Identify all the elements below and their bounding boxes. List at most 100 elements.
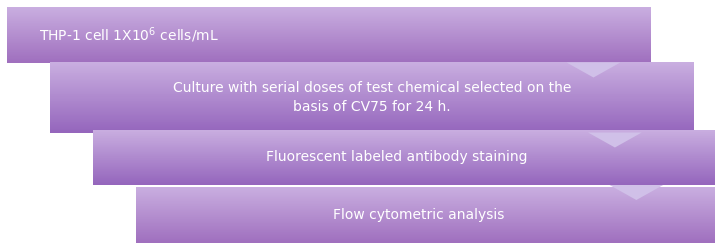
Bar (136, 195, 715, 196)
Bar (136, 232, 715, 233)
Bar (136, 230, 715, 232)
Bar (136, 193, 715, 194)
Bar (50, 118, 694, 120)
Bar (50, 128, 694, 130)
Bar (93, 182, 715, 184)
Bar (50, 77, 694, 78)
Bar (50, 131, 694, 132)
Bar (93, 140, 715, 142)
Bar (93, 177, 715, 178)
Bar (136, 227, 715, 228)
Bar (93, 136, 715, 137)
Bar (93, 168, 715, 169)
Bar (7, 28, 651, 29)
Bar (50, 91, 694, 92)
Bar (50, 125, 694, 126)
Bar (93, 132, 715, 134)
Bar (7, 44, 651, 45)
Bar (7, 24, 651, 25)
Bar (93, 181, 715, 182)
Bar (93, 164, 715, 165)
Bar (50, 68, 694, 70)
Bar (7, 38, 651, 40)
Bar (136, 236, 715, 238)
Bar (93, 167, 715, 168)
Bar (136, 188, 715, 189)
Bar (50, 130, 694, 132)
Bar (136, 224, 715, 225)
Bar (136, 211, 715, 212)
Bar (50, 79, 694, 80)
Bar (7, 41, 651, 42)
Bar (50, 126, 694, 127)
Bar (7, 50, 651, 51)
Bar (7, 11, 651, 12)
Bar (50, 104, 694, 106)
Bar (50, 121, 694, 122)
Bar (7, 59, 651, 60)
Bar (136, 229, 715, 230)
Bar (93, 182, 715, 183)
Bar (7, 34, 651, 36)
Bar (93, 165, 715, 166)
Bar (93, 156, 715, 157)
Bar (136, 187, 715, 188)
Bar (50, 86, 694, 88)
Bar (7, 18, 651, 19)
Bar (93, 166, 715, 168)
Bar (136, 219, 715, 220)
Bar (7, 37, 651, 38)
Polygon shape (609, 185, 664, 200)
Bar (93, 169, 715, 170)
Bar (136, 208, 715, 209)
Bar (7, 35, 651, 36)
Bar (93, 138, 715, 139)
Bar (50, 122, 694, 123)
Bar (136, 218, 715, 219)
Bar (136, 226, 715, 227)
Bar (7, 30, 651, 31)
Bar (93, 183, 715, 184)
Bar (93, 158, 715, 160)
Bar (7, 12, 651, 13)
Bar (93, 130, 715, 131)
Bar (136, 217, 715, 218)
Bar (50, 81, 694, 82)
Bar (136, 190, 715, 192)
Bar (93, 161, 715, 162)
Bar (7, 14, 651, 16)
Bar (50, 64, 694, 66)
Bar (93, 171, 715, 172)
Bar (50, 88, 694, 90)
Bar (7, 36, 651, 37)
Bar (136, 205, 715, 206)
Bar (93, 159, 715, 160)
Bar (136, 188, 715, 190)
Bar (7, 61, 651, 62)
Bar (50, 116, 694, 117)
Bar (50, 85, 694, 86)
Bar (136, 220, 715, 221)
Bar (93, 180, 715, 182)
Bar (50, 120, 694, 121)
Bar (93, 144, 715, 145)
Bar (93, 176, 715, 178)
Bar (7, 53, 651, 54)
Bar (50, 98, 694, 99)
Bar (136, 197, 715, 198)
Bar (136, 218, 715, 220)
Bar (7, 50, 651, 51)
Bar (7, 21, 651, 22)
Bar (7, 56, 651, 57)
Bar (136, 212, 715, 214)
Text: THP-1 cell 1X10$^{6}$ cells/mL: THP-1 cell 1X10$^{6}$ cells/mL (39, 25, 219, 45)
Bar (50, 102, 694, 104)
Bar (7, 28, 651, 29)
Bar (7, 54, 651, 56)
Bar (50, 95, 694, 97)
Text: Fluorescent labeled antibody staining: Fluorescent labeled antibody staining (266, 150, 528, 164)
Bar (7, 46, 651, 47)
Bar (93, 175, 715, 176)
Bar (7, 23, 651, 24)
Bar (136, 214, 715, 216)
